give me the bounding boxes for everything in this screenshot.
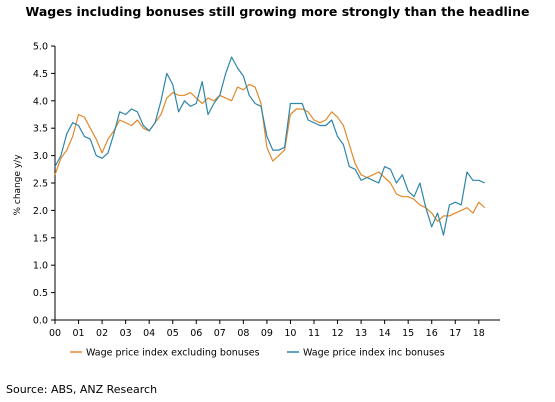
x-tick-label: 04 [143, 328, 155, 339]
source-note: Source: ABS, ANZ Research [6, 383, 158, 396]
x-tick-label: 01 [72, 328, 84, 339]
legend: Wage price index excluding bonuses Wage p… [70, 348, 445, 359]
y-tick-label: 1.0 [33, 261, 48, 272]
x-tick-label: 18 [473, 328, 485, 339]
x-tick-label: 08 [237, 328, 249, 339]
x-tick-label: 14 [379, 328, 391, 339]
x-tick-label: 03 [120, 328, 132, 339]
x-tick-label: 07 [214, 328, 226, 339]
x-tick-label: 05 [167, 328, 179, 339]
y-tick-label: 0.5 [33, 288, 48, 299]
x-tick-label: 06 [190, 328, 202, 339]
y-tick-label: 0.0 [33, 316, 48, 327]
y-tick-label: 2.5 [33, 179, 48, 190]
y-tick-label: 4.5 [33, 69, 48, 80]
x-tick-label: 12 [331, 328, 343, 339]
x-tick-label: 10 [284, 328, 296, 339]
y-axis-label: % change y/y [13, 154, 23, 216]
x-tick-label: 15 [402, 328, 414, 339]
x-tick-label: 02 [96, 328, 108, 339]
x-tick-label: 09 [261, 328, 273, 339]
x-tick-label: 17 [449, 328, 461, 339]
y-tick-label: 5.0 [33, 42, 48, 53]
legend-entry-1: Wage price index inc bonuses [303, 348, 445, 359]
series-lines [54, 56, 486, 236]
chart-title: Wages including bonuses still growing mo… [25, 4, 530, 19]
legend-entry-0: Wage price index excluding bonuses [86, 348, 260, 359]
y-tick-label: 4.0 [33, 96, 48, 107]
y-tick-label: 1.5 [33, 233, 48, 244]
x-tick-label: 00 [49, 328, 61, 339]
y-tick-label: 3.5 [33, 124, 48, 135]
x-tick-label: 11 [308, 328, 320, 339]
x-tick-label: 16 [426, 328, 438, 339]
series-line-0 [54, 83, 486, 222]
x-tick-labels: 00 01 02 03 04 05 06 07 08 09 10 11 12 13 14 15 16 17 18 [49, 320, 485, 339]
series-line-1 [54, 56, 485, 236]
y-tick-label: 2.0 [33, 206, 48, 217]
y-tick-label: 3.0 [33, 151, 48, 162]
y-tick-labels: 0.0 0.5 1.0 1.5 2.0 2.5 3.0 3.5 4.0 4.5 5.0 [33, 42, 55, 327]
x-tick-label: 13 [355, 328, 367, 339]
axes [54, 46, 500, 321]
